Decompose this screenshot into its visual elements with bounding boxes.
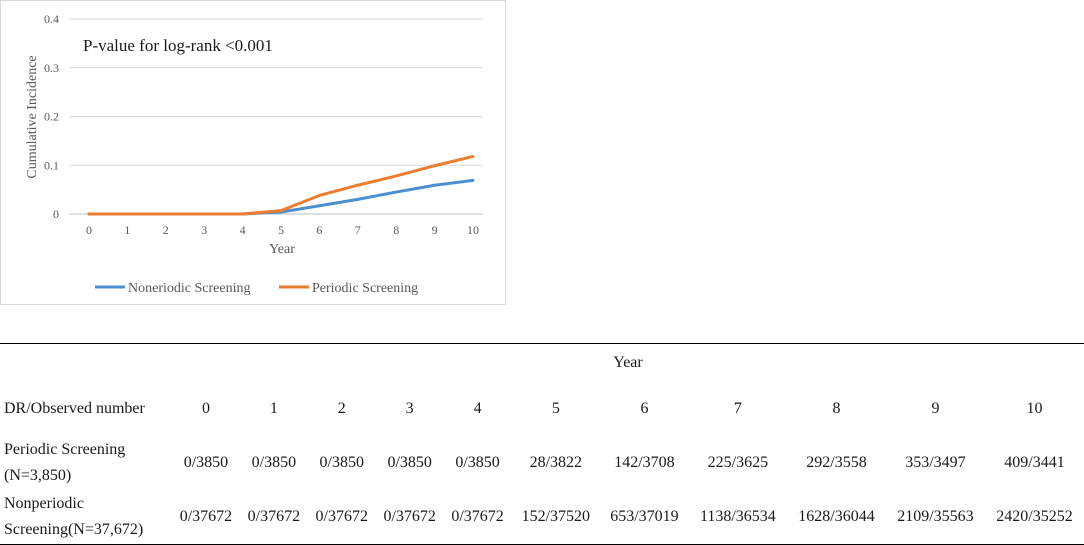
- x-axis-label: Year: [269, 242, 295, 257]
- y-tick-label: 0.4: [44, 12, 59, 26]
- year-header: Year: [613, 354, 643, 371]
- table-cell: 409/3441: [1004, 454, 1065, 471]
- year-col-header: 9: [931, 400, 940, 417]
- chart-panel: 0 0.1 0.2 0.3 0.4 0 1 2 3 4 5 6 7 8 9 10 P-value for lo…: [0, 0, 506, 305]
- y-axis-label: Cumulative Incidence: [25, 55, 40, 178]
- table-cell: 152/37520: [521, 508, 591, 525]
- table-cell: 0/3850: [183, 454, 229, 471]
- table-cell: 653/37019: [610, 508, 679, 525]
- dr-observed-table: Year DR/Observed number 0 1 2 3 4 5 6 7 8 9 10 Per…: [0, 343, 1084, 545]
- table-cell: 0/37672: [451, 508, 504, 525]
- table-cell: 0/3850: [387, 454, 432, 471]
- year-col-header: 3: [405, 400, 414, 417]
- year-col-header: 0: [201, 400, 210, 417]
- table-cell: 1628/36044: [798, 508, 875, 525]
- year-col-header: 5: [551, 400, 560, 417]
- x-tick-label: 9: [432, 223, 438, 237]
- table-cell: 0/37672: [179, 508, 233, 525]
- table-cell: 1138/36534: [699, 508, 776, 525]
- x-tick-label: 7: [355, 223, 361, 237]
- legend-label-periodic: Periodic Screening: [312, 281, 418, 296]
- x-tick-label: 5: [278, 223, 284, 237]
- cumulative-incidence-chart: 0 0.1 0.2 0.3 0.4 0 1 2 3 4 5 6 7 8 9 10 P-value for lo…: [25, 12, 483, 296]
- series-lines: [87, 154, 475, 216]
- row-label-periodic: Periodic Screening (N=3,850): [4, 441, 126, 484]
- table-cell: 0/3850: [319, 454, 364, 471]
- table-cell: 0/3850: [455, 454, 500, 471]
- table-cell: 28/3822: [529, 454, 583, 471]
- year-col-header: 10: [1026, 400, 1043, 417]
- table-cell: 142/3708: [614, 454, 675, 471]
- y-tick-label: 0.1: [44, 158, 59, 172]
- x-tick-label: 10: [467, 223, 479, 237]
- y-tick-label: 0.2: [44, 110, 59, 124]
- y-tick-label: 0.3: [44, 61, 59, 75]
- x-tick-label: 1: [124, 223, 130, 237]
- table-cell: 2420/35252: [996, 508, 1073, 525]
- table-cell: 225/3625: [707, 454, 769, 471]
- header-spacer: [0, 344, 172, 383]
- x-tick-label: 8: [393, 223, 399, 237]
- year-col-header: 4: [473, 400, 482, 417]
- tick-labels: 0 0.1 0.2 0.3 0.4 0 1 2 3 4 5 6 7 8 9 10: [44, 12, 479, 237]
- year-col-header: 8: [832, 400, 841, 417]
- year-col-header: 6: [640, 400, 649, 417]
- series-line-nonperiodic: [87, 178, 475, 216]
- corner-label: DR/Observed number: [4, 400, 145, 417]
- table-row-periodic: Periodic Screening (N=3,850) 0/3850 0/385…: [0, 436, 1084, 490]
- table-cell: 2109/35563: [897, 508, 974, 525]
- table-cell: 0/37672: [247, 508, 301, 525]
- grid-lines: [69, 18, 483, 166]
- series-line-periodic: [87, 154, 475, 216]
- year-col-header: 1: [269, 400, 278, 417]
- x-tick-label: 6: [316, 223, 322, 237]
- x-tick-label: 4: [240, 223, 246, 237]
- table-cell: 0/37672: [315, 508, 368, 525]
- row-label-nonperiodic: Nonperiodic Screening(N=37,672): [4, 495, 144, 538]
- legend: Noneriodic Screening Periodic Screening: [95, 281, 418, 296]
- table-cell: 292/3558: [806, 454, 867, 471]
- table-cell: 0/37672: [383, 508, 436, 525]
- legend-label-nonperiodic: Noneriodic Screening: [128, 281, 250, 296]
- year-col-header: 7: [733, 400, 742, 417]
- year-header-row: Year: [0, 344, 1084, 383]
- table-cell: 353/3497: [905, 454, 966, 471]
- log-rank-annotation: P-value for log-rank <0.001: [83, 36, 273, 55]
- x-tick-label: 0: [86, 223, 92, 237]
- table-row-nonperiodic: Nonperiodic Screening(N=37,672) 0/37672 0…: [0, 490, 1084, 545]
- x-tick-label: 3: [201, 223, 207, 237]
- years-row: DR/Observed number 0 1 2 3 4 5 6 7 8 9 10: [0, 382, 1084, 436]
- x-tick-label: 2: [163, 223, 169, 237]
- year-col-header: 2: [337, 400, 346, 417]
- y-tick-label: 0: [53, 207, 59, 221]
- table-cell: 0/3850: [251, 454, 297, 471]
